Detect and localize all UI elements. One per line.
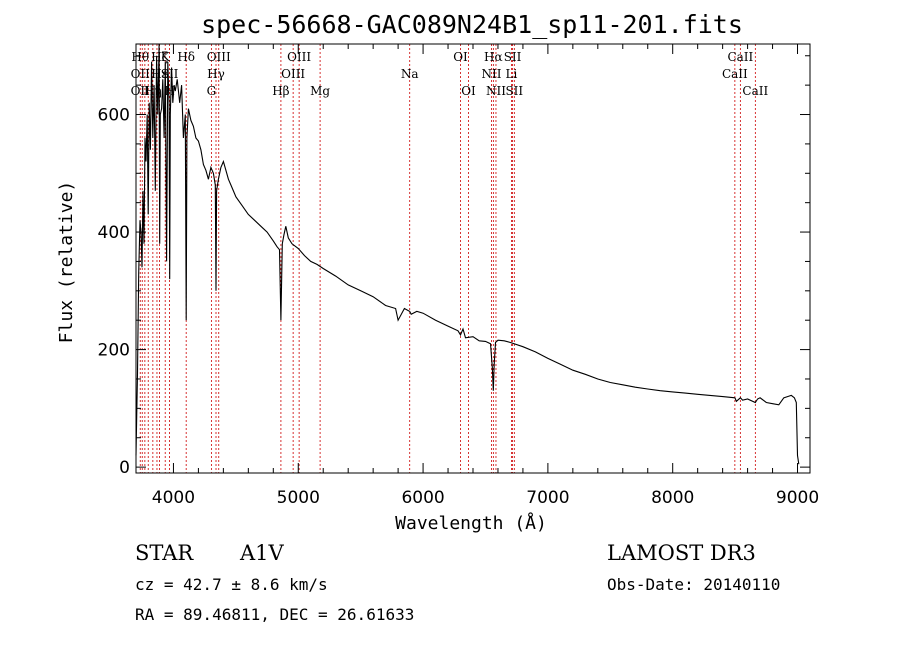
line-label-12-top: OIII [207,50,231,64]
line-label-20-mid: NII [481,67,501,81]
line-label-8-bot: H [164,84,174,98]
line-label-14-mid: OIII [281,67,305,81]
line-label-0-mid: OII [131,67,151,81]
emission-line-markers [139,44,756,473]
x-axis-label: Wavelength (Å) [395,512,547,534]
x-tick-label: 4000 [152,488,195,508]
line-label-18-top: OI [453,50,468,64]
line-label-10-bot: G [207,84,217,98]
y-tick-label: 0 [119,458,130,478]
line-label-17-mid: Na [401,67,419,81]
x-tick-label: 8000 [651,488,694,508]
line-label-21-top: Hα [484,50,503,64]
y-axis-label: Flux (relative) [56,181,77,344]
observation-date: Obs-Date: 20140110 [607,575,780,594]
redshift-cz: cz = 42.7 ± 8.6 km/s [135,575,328,594]
y-tick-label: 200 [98,341,130,361]
x-tick-label: 9000 [776,488,819,508]
line-label-9-top: Hδ [177,50,195,64]
line-label-23-mid: Li [506,67,518,81]
y-axis-ticks: 0 200 400 600 [98,55,810,478]
line-label-22-bot: NII [486,84,506,98]
line-label-15-top: OIII [287,50,311,64]
chart-title: spec-56668-GAC089N24B1_sp11-201.fits [201,10,743,39]
line-label-24-top: SII [504,50,522,64]
x-tick-label: 6000 [401,488,444,508]
line-label-28-bot: CaII [742,84,768,98]
line-label-19-bot: OI [461,84,476,98]
line-label-0-top: Hθ [131,50,149,64]
plot-frame [135,43,811,474]
y-tick-label: 400 [98,223,130,243]
spectrum-line [135,43,800,465]
ra-dec-coordinates: RA = 89.46811, DEC = 26.61633 [135,605,414,624]
x-tick-label: 7000 [526,488,569,508]
emission-line-labels: HθOIIOIIHηHζHεKSIIHHδGHγOIIIHβOIIIOIIIMg… [131,50,769,98]
line-label-16-bot: Mg [310,84,330,98]
line-label-0-bot: OII [131,84,151,98]
line-label-13-bot: Hβ [272,84,289,98]
x-tick-label: 5000 [277,488,320,508]
line-label-8-mid: SII [161,67,179,81]
line-label-27-top: CaII [727,50,753,64]
line-label-25-bot: SII [505,84,523,98]
y-tick-label: 600 [98,106,130,126]
line-label-7-top: K [161,50,171,64]
object-subclass: A1V [239,541,285,565]
x-axis-ticks: 4000 5000 6000 7000 8000 9000 [152,44,819,508]
object-type: STAR [135,541,194,565]
line-label-26-mid: CaII [722,67,748,81]
survey-name: LAMOST DR3 [607,541,756,565]
line-label-6-top: Hζ [151,50,168,64]
line-label-11-mid: Hγ [207,67,225,81]
